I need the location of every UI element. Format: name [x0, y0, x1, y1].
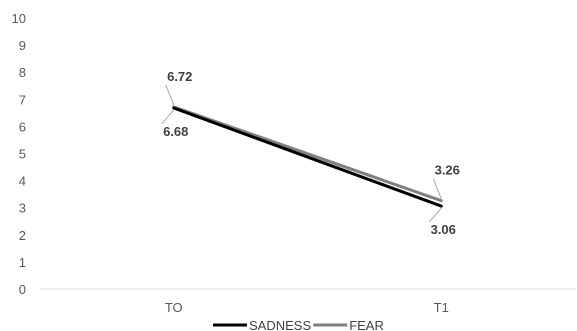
legend-label-sadness: SADNESS: [249, 318, 311, 331]
data-label-fear: 6.72: [167, 69, 192, 84]
x-axis: TO T1: [165, 300, 449, 315]
label-leader-line: [432, 178, 442, 199]
label-leader-line: [428, 207, 442, 223]
data-labels: 6.72 6.68 3.26 3.06: [163, 69, 460, 237]
x-tick-label: T1: [434, 300, 449, 315]
legend: SADNESS FEAR: [213, 318, 384, 331]
data-label-sadness: 6.68: [163, 124, 188, 139]
y-tick-label: 7: [19, 92, 26, 107]
y-tick-label: 6: [19, 119, 26, 134]
label-leader-line: [161, 109, 175, 125]
y-tick-label: 8: [19, 65, 26, 80]
y-tick-label: 3: [19, 201, 26, 216]
y-axis: 0 1 2 3 4 5 6 7 8 9 10: [12, 11, 26, 297]
y-tick-label: 10: [12, 11, 26, 26]
data-label-fear: 3.26: [435, 163, 460, 178]
legend-label-fear: FEAR: [349, 318, 384, 331]
series-line-sadness: [172, 106, 443, 208]
series-lines: [172, 105, 443, 208]
label-leader-lines: [161, 84, 442, 223]
x-tick-label: TO: [165, 300, 183, 315]
y-tick-label: 0: [19, 282, 26, 297]
series-line-fear: [172, 105, 443, 203]
y-tick-label: 9: [19, 38, 26, 53]
label-leader-line: [165, 84, 175, 106]
data-label-sadness: 3.06: [431, 222, 456, 237]
y-tick-label: 2: [19, 228, 26, 243]
y-tick-label: 4: [19, 174, 26, 189]
y-tick-label: 5: [19, 147, 26, 162]
y-tick-label: 1: [19, 255, 26, 270]
